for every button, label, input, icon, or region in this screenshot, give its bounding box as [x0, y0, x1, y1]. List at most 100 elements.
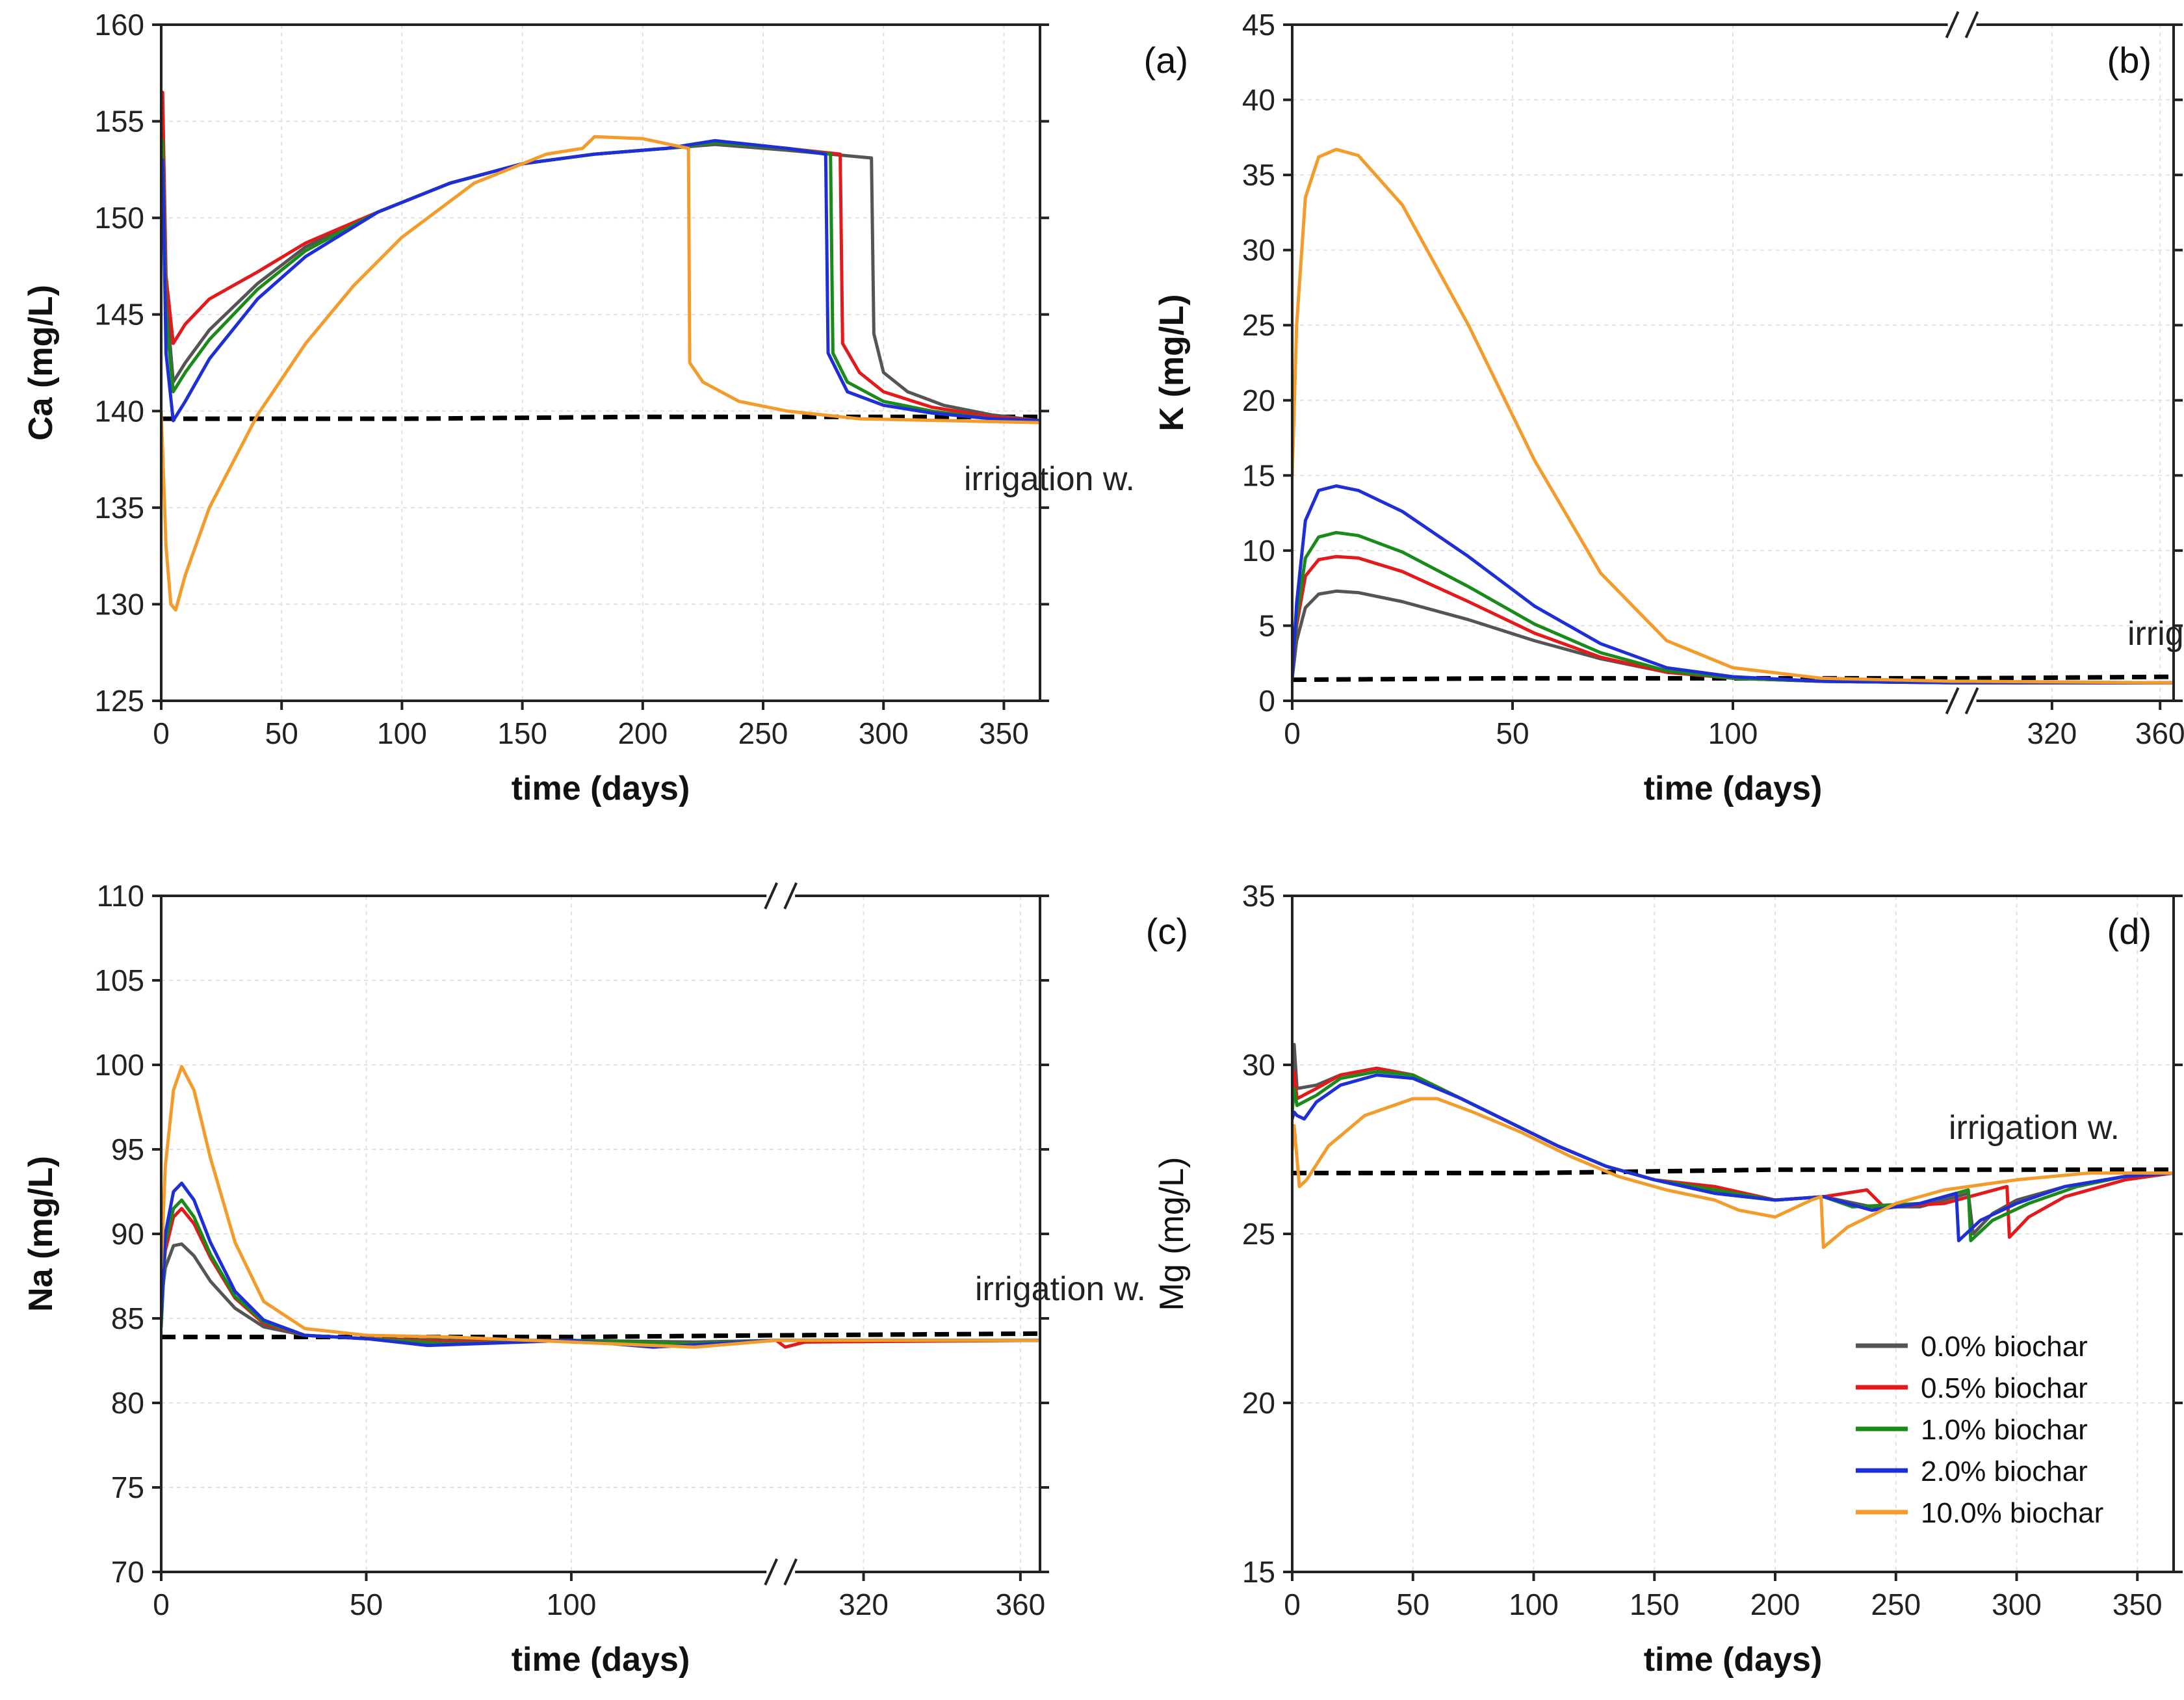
panel-label: (c) [1146, 911, 1188, 952]
x-tick-label: 320 [838, 1588, 889, 1621]
reference-line [1292, 1167, 2174, 1175]
x-tick-label: 200 [618, 716, 668, 750]
panel-a: 125 130 135 140 145 150 155 160 0 50 100 150 200 250 3… [22, 8, 1188, 807]
annotation-irrigation: irrigation w. [975, 1270, 1146, 1308]
series-group [161, 1065, 1040, 1349]
x-tick-label: 250 [1871, 1588, 1921, 1621]
reference-line [161, 1331, 1040, 1340]
series-line-2-0-biochar [1292, 1073, 2174, 1242]
y-tick-label: 20 [1242, 384, 1275, 417]
x-tick-label: 50 [265, 716, 298, 750]
legend-item: 0.5% biochar [1856, 1372, 2088, 1404]
legend-label: 0.0% biochar [1921, 1331, 2088, 1363]
y-tick-label: 30 [1242, 233, 1275, 267]
y-axis-title: Na (mg/L) [22, 1156, 60, 1312]
y-axis-title: Mg (mg/L) [1153, 1157, 1191, 1311]
y-tick-label: 125 [94, 684, 144, 718]
y-tick-label: 0 [1258, 684, 1275, 718]
y-tick-label: 5 [1258, 608, 1275, 642]
legend-item: 0.0% biochar [1856, 1331, 2088, 1363]
axis-break-mark [783, 882, 798, 909]
series-line-10-0-biochar [1292, 1097, 2174, 1249]
x-axis-title: time (days) [1644, 770, 1823, 807]
x-tick-label: 50 [350, 1588, 383, 1621]
y-tick-label: 25 [1242, 308, 1275, 342]
x-tick-label: 100 [547, 1588, 597, 1621]
axis-break-mark [1964, 687, 1979, 714]
series-line-2-0-biochar [161, 138, 1040, 423]
x-axis-title: time (days) [1644, 1641, 1823, 1679]
legend: 0.0% biochar 0.5% biochar 1.0% biochar 2.0%… [1856, 1331, 2103, 1529]
x-tick-label: 0 [153, 1588, 170, 1621]
legend-label: 2.0% biochar [1921, 1456, 2088, 1487]
y-tick-label: 35 [1242, 879, 1275, 913]
y-tick-label: 135 [94, 491, 144, 525]
y-axis-title: Ca (mg/L) [22, 285, 60, 441]
legend-item: 1.0% biochar [1856, 1414, 2088, 1446]
plot-frame [160, 23, 1041, 702]
y-tick-label: 160 [94, 8, 144, 42]
legend-item: 10.0% biochar [1856, 1497, 2103, 1529]
y-tick-label: 130 [94, 587, 144, 621]
reference-line-group [1292, 1167, 2174, 1175]
y-tick-label: 155 [94, 105, 144, 138]
x-tick-label: 0 [153, 716, 170, 750]
y-tick-label: 15 [1242, 458, 1275, 492]
axis-break-mark [1945, 687, 1960, 714]
y-axis-title: K (mg/L) [1153, 294, 1191, 432]
series-line-10-0-biochar [161, 135, 1040, 612]
legend-label: 1.0% biochar [1921, 1414, 2088, 1446]
panel-label: (d) [2107, 911, 2152, 952]
x-tick-label: 100 [1708, 716, 1758, 750]
panel-b: 0 5 10 15 20 25 30 35 40 45 0 50 100 320 360 (b) irrigat… [1153, 8, 2184, 807]
panel-label: (b) [2107, 40, 2152, 81]
legend-item: 2.0% biochar [1856, 1456, 2088, 1487]
x-tick-label: 250 [738, 716, 788, 750]
x-tick-label: 0 [1284, 1588, 1301, 1621]
x-tick-label: 150 [497, 716, 547, 750]
annotation-irrigation: irrigation w. [1949, 1109, 2120, 1147]
x-tick-label: 100 [377, 716, 427, 750]
x-tick-label: 350 [979, 716, 1029, 750]
y-tick-label: 25 [1242, 1217, 1275, 1251]
annotation-irrigation: irrigation w. [964, 460, 1135, 498]
y-tick-label: 95 [111, 1132, 144, 1166]
x-tick-label: 360 [2135, 716, 2184, 750]
x-tick-label: 200 [1750, 1588, 1800, 1621]
y-tick-label: 45 [1242, 8, 1275, 42]
series-line-1-0-biochar [1292, 1069, 2174, 1242]
y-tick-label: 15 [1242, 1555, 1275, 1589]
series-group [1292, 148, 2174, 685]
series-line-2-0-biochar [161, 1181, 1040, 1349]
x-tick-label: 150 [1630, 1588, 1680, 1621]
y-tick-label: 145 [94, 298, 144, 332]
legend-label: 0.5% biochar [1921, 1372, 2088, 1404]
axis-break-mark [783, 1558, 798, 1586]
y-tick-label: 90 [111, 1217, 144, 1251]
y-tick-label: 30 [1242, 1048, 1275, 1082]
axis-break-mark [764, 1558, 778, 1586]
y-tick-label: 10 [1242, 534, 1275, 568]
y-tick-label: 100 [94, 1048, 144, 1082]
y-tick-label: 105 [94, 963, 144, 997]
x-tick-label: 300 [1992, 1588, 2042, 1621]
y-tick-label: 85 [111, 1301, 144, 1335]
reference-line-group [161, 414, 1040, 421]
series-line-0-5-biochar [1292, 1066, 2174, 1239]
reference-line-group [1292, 674, 2174, 683]
x-tick-label: 300 [859, 716, 909, 750]
reference-line [1292, 674, 2174, 683]
panel-c: 70 75 80 85 90 95 100 105 110 0 50 100 320 360 (c) irri… [22, 879, 1188, 1679]
x-tick-label: 320 [2027, 716, 2077, 750]
y-tick-label: 75 [111, 1471, 144, 1504]
axis-break-mark [764, 882, 778, 909]
y-tick-label: 40 [1242, 83, 1275, 117]
x-tick-label: 50 [1496, 716, 1529, 750]
x-tick-label: 100 [1509, 1588, 1559, 1621]
series-group [161, 90, 1040, 612]
y-tick-label: 20 [1242, 1386, 1275, 1420]
y-tick-label: 140 [94, 394, 144, 428]
